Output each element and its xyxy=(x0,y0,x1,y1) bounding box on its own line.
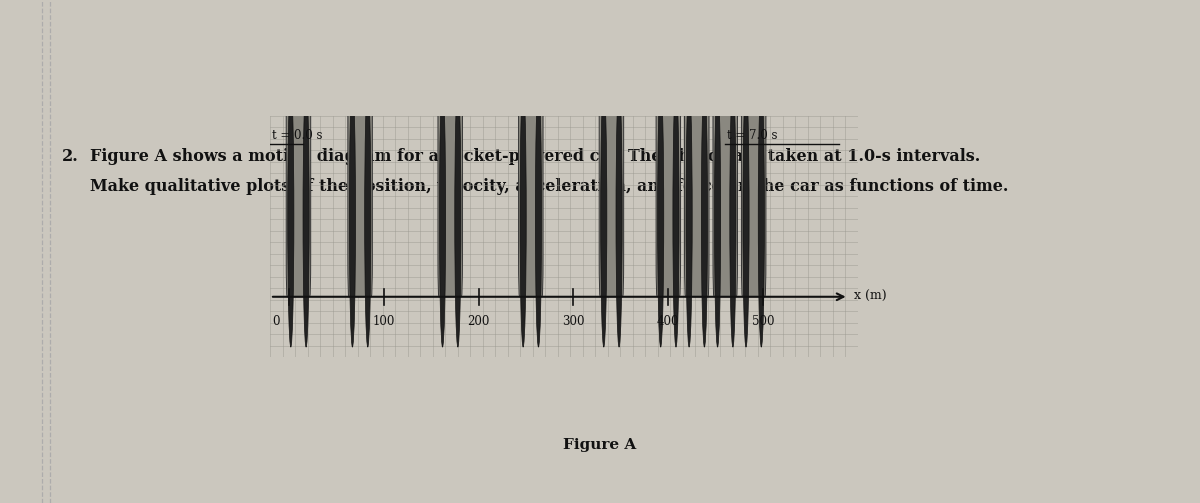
Circle shape xyxy=(520,86,527,347)
Circle shape xyxy=(758,86,764,347)
Circle shape xyxy=(439,86,445,347)
FancyBboxPatch shape xyxy=(599,0,624,297)
Text: 500: 500 xyxy=(752,315,774,328)
FancyBboxPatch shape xyxy=(438,0,462,297)
Circle shape xyxy=(288,86,294,347)
Text: Figure A shows a motion diagram for a rocket-powered car. The photos are taken a: Figure A shows a motion diagram for a ro… xyxy=(90,148,980,165)
Text: 100: 100 xyxy=(373,315,395,328)
FancyBboxPatch shape xyxy=(684,0,709,297)
Circle shape xyxy=(601,86,607,347)
Text: Figure A: Figure A xyxy=(563,438,637,452)
Circle shape xyxy=(658,86,664,347)
Text: 2.: 2. xyxy=(62,148,79,165)
Text: t = 0.0 s: t = 0.0 s xyxy=(272,129,323,142)
Circle shape xyxy=(701,86,708,347)
Circle shape xyxy=(686,86,692,347)
FancyBboxPatch shape xyxy=(742,0,766,297)
FancyBboxPatch shape xyxy=(518,0,544,297)
FancyBboxPatch shape xyxy=(656,0,680,297)
Circle shape xyxy=(535,86,541,347)
Circle shape xyxy=(365,86,371,347)
Text: Make qualitative plots of the position, velocity, acceleration, and force on the: Make qualitative plots of the position, … xyxy=(90,178,1008,195)
FancyBboxPatch shape xyxy=(287,0,311,297)
Text: 200: 200 xyxy=(468,315,490,328)
Circle shape xyxy=(304,86,310,347)
Circle shape xyxy=(743,86,749,347)
Circle shape xyxy=(455,86,461,347)
FancyBboxPatch shape xyxy=(713,0,738,297)
FancyBboxPatch shape xyxy=(348,0,372,297)
Text: 300: 300 xyxy=(563,315,584,328)
Text: t = 7.0 s: t = 7.0 s xyxy=(727,129,778,142)
Circle shape xyxy=(730,86,736,347)
Circle shape xyxy=(714,86,721,347)
Text: 400: 400 xyxy=(658,315,679,328)
Circle shape xyxy=(616,86,622,347)
Circle shape xyxy=(349,86,355,347)
Circle shape xyxy=(673,86,679,347)
Text: x (m): x (m) xyxy=(854,290,887,303)
Text: 0: 0 xyxy=(272,315,280,328)
